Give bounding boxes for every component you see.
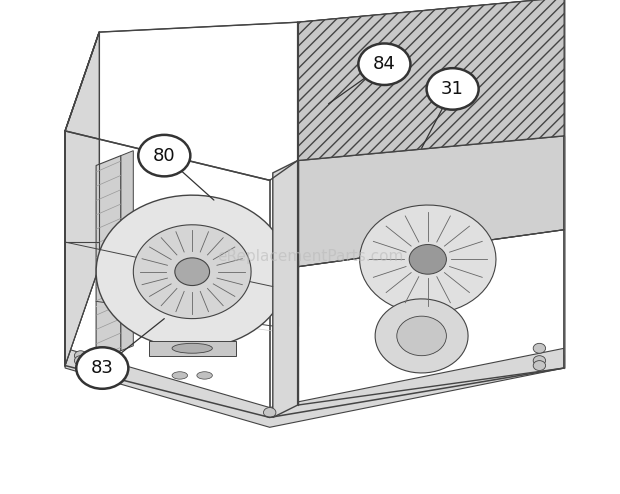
Polygon shape <box>298 0 564 267</box>
Circle shape <box>175 258 210 286</box>
Polygon shape <box>360 205 496 314</box>
Polygon shape <box>273 161 298 417</box>
Polygon shape <box>298 0 564 161</box>
Text: 83: 83 <box>91 359 113 377</box>
Polygon shape <box>65 32 99 366</box>
Circle shape <box>533 343 546 353</box>
Text: 80: 80 <box>153 147 175 165</box>
Polygon shape <box>65 32 99 366</box>
Circle shape <box>74 351 87 361</box>
Text: 31: 31 <box>441 80 464 98</box>
Ellipse shape <box>197 372 212 379</box>
Text: 84: 84 <box>373 55 396 73</box>
Polygon shape <box>121 151 133 351</box>
Circle shape <box>533 356 546 366</box>
Circle shape <box>264 408 276 417</box>
Polygon shape <box>133 225 251 319</box>
Circle shape <box>427 68 479 110</box>
Circle shape <box>358 43 410 85</box>
Circle shape <box>76 347 128 389</box>
Text: eReplacementParts.com: eReplacementParts.com <box>217 249 403 264</box>
Circle shape <box>138 135 190 176</box>
Polygon shape <box>149 341 236 356</box>
Polygon shape <box>65 348 564 427</box>
Circle shape <box>533 361 546 370</box>
Ellipse shape <box>172 372 187 379</box>
Circle shape <box>409 245 446 274</box>
Circle shape <box>397 316 446 356</box>
Polygon shape <box>96 195 288 348</box>
Polygon shape <box>96 156 121 361</box>
Ellipse shape <box>172 343 212 353</box>
Polygon shape <box>375 299 468 373</box>
Circle shape <box>74 356 87 366</box>
